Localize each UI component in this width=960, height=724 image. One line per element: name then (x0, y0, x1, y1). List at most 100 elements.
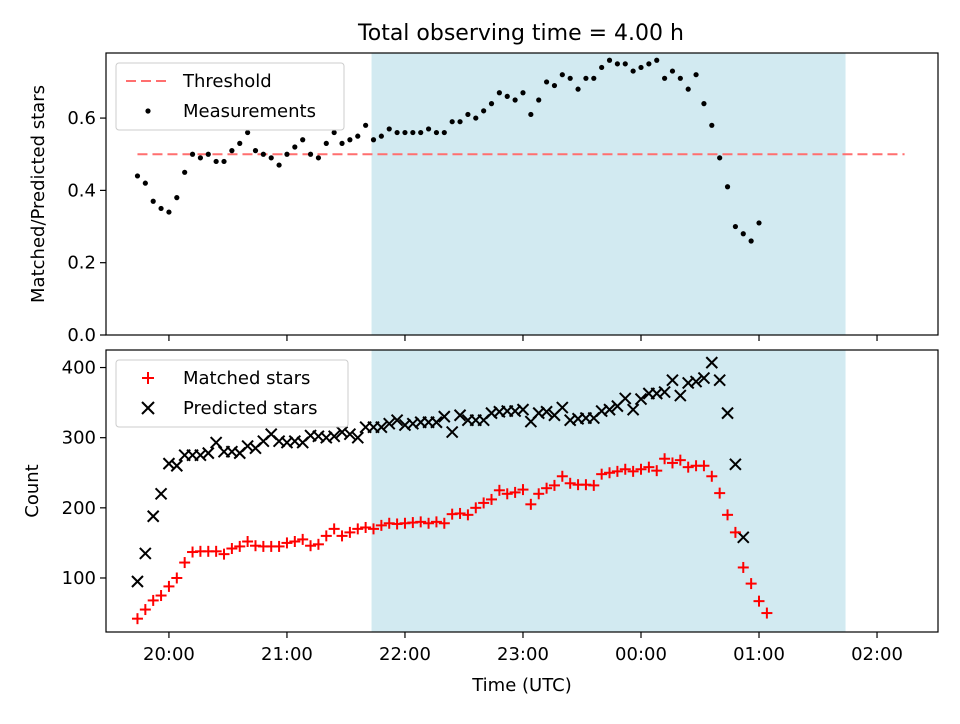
matched-star-point (454, 507, 466, 519)
measurement-point (724, 184, 731, 190)
measurement-point (284, 151, 290, 157)
measurement-point (221, 158, 227, 165)
matched-star-point (163, 580, 175, 592)
measurement-point (331, 129, 337, 136)
matched-star-point (226, 543, 238, 555)
matched-star-point (564, 477, 576, 489)
predicted-star-point (516, 403, 530, 416)
measurement-point (150, 198, 156, 204)
predicted-star-point (430, 416, 443, 429)
predicted-star-stroke (202, 446, 215, 460)
predicted-star-stroke (209, 436, 223, 449)
matched-star-point (375, 519, 387, 531)
matched-star-point (360, 521, 372, 533)
predicted-star-stroke (343, 427, 357, 441)
matched-star-point (344, 526, 356, 538)
y-tick-label: 200 (62, 498, 96, 519)
predicted-star-stroke (406, 417, 420, 430)
matched-star-point (289, 536, 301, 548)
predicted-star-point (241, 439, 254, 453)
predicted-star-stroke (634, 392, 648, 406)
matched-star-point (753, 595, 765, 607)
predicted-star-point (737, 531, 750, 544)
measurement-point (520, 90, 526, 96)
matched-star-point (509, 486, 521, 498)
predicted-star-stroke (721, 406, 734, 420)
predicted-star-stroke (320, 431, 333, 444)
predicted-star-point (390, 413, 404, 427)
measurement-point (142, 180, 148, 186)
measurement-point (567, 75, 573, 81)
predicted-star-point (351, 431, 364, 444)
measurement-point (559, 72, 565, 78)
matched-star-point (596, 468, 608, 480)
measurement-point (315, 155, 322, 161)
legend-matched-swatch (142, 372, 154, 384)
matched-star-point (139, 604, 151, 616)
measurement-point (756, 220, 762, 226)
predicted-star-stroke (335, 425, 349, 439)
measurement-point (599, 64, 605, 71)
predicted-star-point (674, 389, 687, 402)
matched-star-point (430, 516, 442, 528)
predicted-star-stroke (603, 403, 616, 416)
measurement-point (402, 129, 408, 136)
measurement-point (449, 119, 455, 125)
measurement-point (693, 72, 699, 78)
predicted-star-stroke (556, 401, 569, 414)
legend-predicted-swatch (141, 401, 155, 415)
predicted-star-point (619, 392, 632, 405)
predicted-star-point (634, 392, 648, 406)
predicted-star-stroke (438, 410, 451, 423)
measurement-point (276, 162, 282, 168)
matched-star-point (706, 470, 718, 482)
x-tick-label: 00:00 (615, 644, 667, 665)
chart-title: Total observing time = 4.00 h (357, 21, 684, 46)
predicted-star-point (375, 420, 388, 434)
measurement-point (685, 86, 691, 92)
measurement-point (339, 140, 345, 146)
measurement-point (473, 115, 479, 121)
matched-star-point (273, 540, 285, 552)
x-tick-label: 21:00 (261, 644, 313, 665)
measurement-point (229, 148, 235, 154)
predicted-star-stroke (674, 389, 687, 402)
measurement-point (425, 126, 432, 132)
measurement-point (347, 137, 353, 143)
matched-star-point (320, 530, 332, 542)
y-tick-label: 400 (62, 358, 96, 379)
predicted-star-point (453, 409, 467, 422)
matched-star-point (352, 523, 364, 535)
predicted-star-stroke (595, 404, 608, 418)
predicted-star-point (154, 487, 168, 501)
measurement-point (433, 129, 440, 136)
predicted-star-point (131, 575, 144, 588)
measurement-point (630, 68, 636, 74)
predicted-star-stroke (430, 416, 443, 429)
measurement-point (158, 205, 164, 212)
measurement-point (732, 223, 739, 230)
y-tick-label: 0.2 (67, 253, 96, 274)
measurement-point (512, 97, 518, 103)
matched-star-point (541, 482, 553, 494)
matched-star-point (761, 607, 773, 619)
x-tick-label: 02:00 (851, 644, 903, 665)
predicted-star-point (445, 425, 459, 439)
bottom-legend: Matched stars Predicted stars (115, 359, 349, 428)
measurement-point (260, 151, 266, 157)
measurement-point (591, 75, 597, 81)
measurement-point (709, 122, 715, 128)
matched-star-point (714, 487, 726, 499)
predicted-star-stroke (375, 420, 388, 434)
predicted-star-stroke (689, 375, 703, 388)
measurement-point (394, 129, 400, 136)
measurement-point (174, 195, 180, 201)
measurement-point (378, 133, 384, 139)
matched-star-point (305, 540, 317, 552)
measurement-point (654, 57, 660, 63)
measurement-point (669, 68, 676, 74)
measurement-point (528, 111, 534, 118)
matched-star-point (698, 460, 710, 472)
predicted-star-point (343, 427, 357, 441)
matched-star-point (674, 454, 686, 466)
